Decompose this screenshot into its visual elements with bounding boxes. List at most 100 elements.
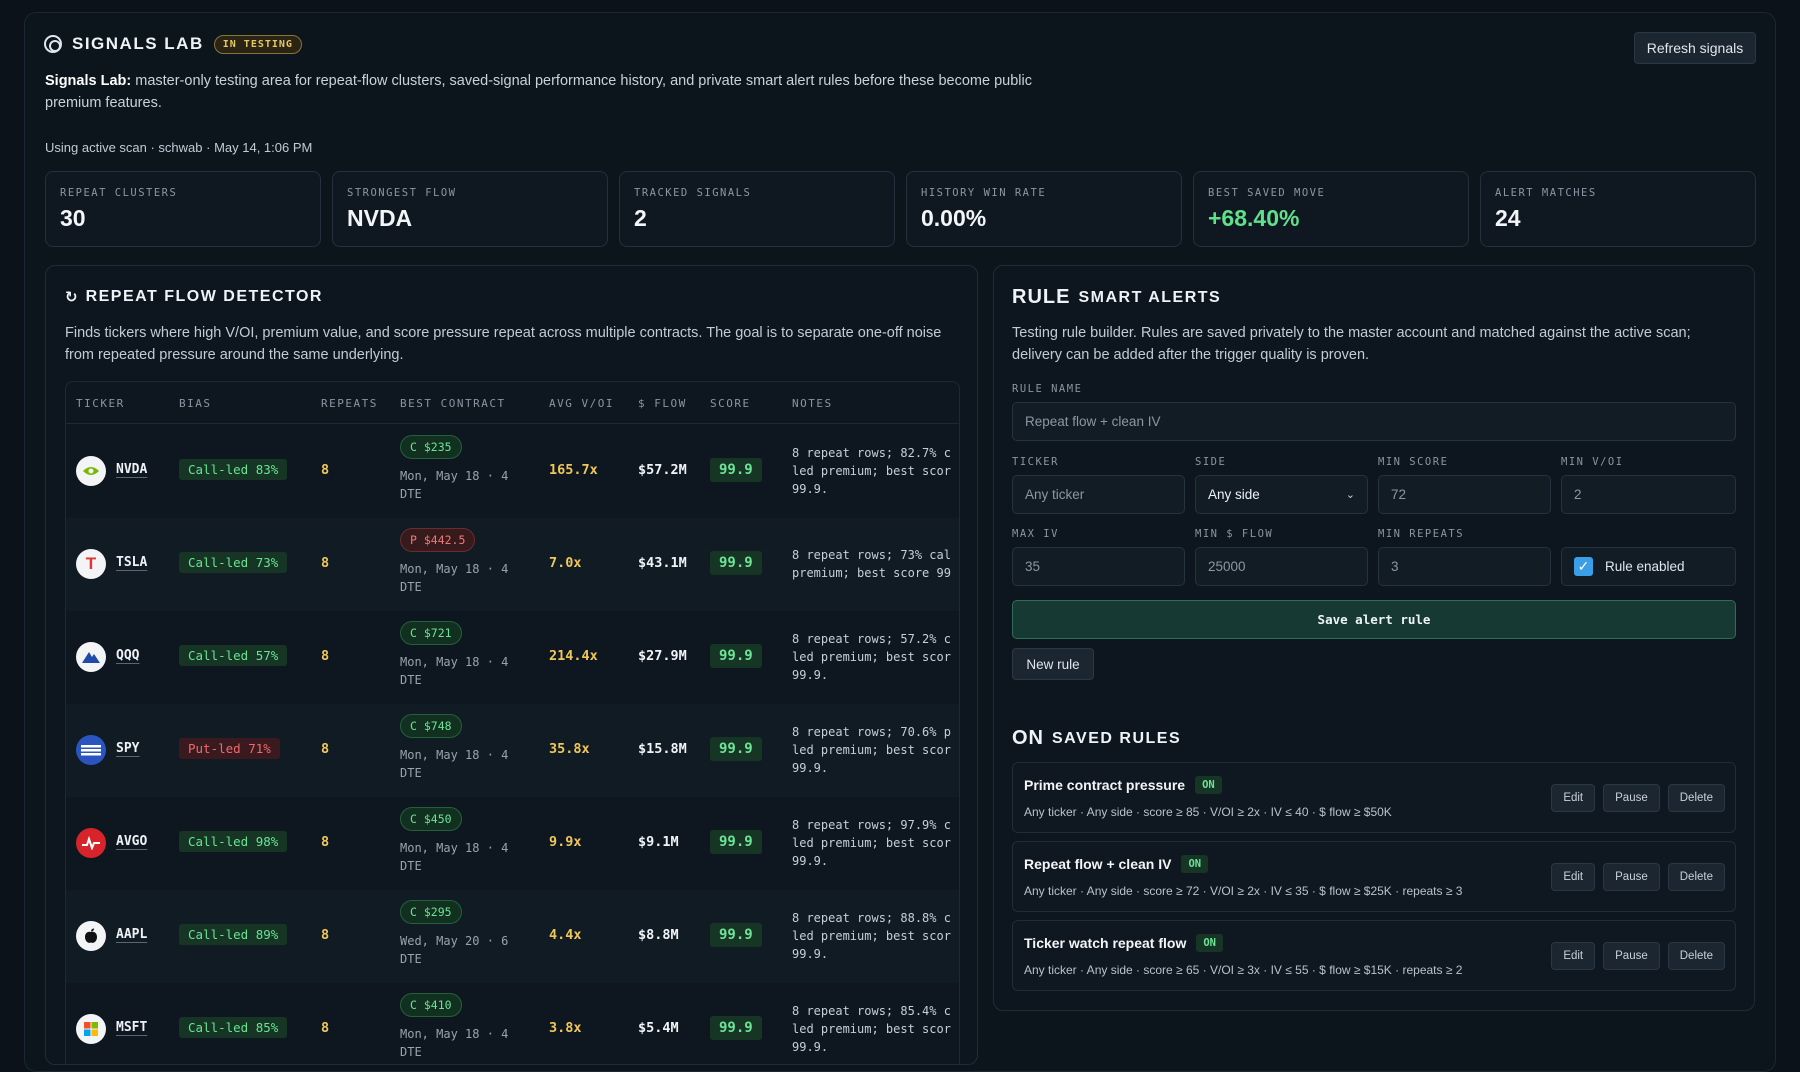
table-row[interactable]: AAPL Call-led 89% 8 C $295 Wed, May 20 ·… [66, 890, 959, 983]
repeats-value: 8 [321, 555, 330, 571]
notes-line: 8 repeat rows; 73% cal [792, 548, 951, 562]
contract-pill[interactable]: C $748 [400, 714, 462, 738]
ticker-link[interactable]: QQQ [116, 648, 140, 663]
rule-enabled-toggle[interactable]: ✓ Rule enabled [1561, 547, 1736, 586]
row-notes: 8 repeat rows; 70.6% p led premium; best … [792, 723, 959, 777]
pause-rule-button[interactable]: Pause [1603, 863, 1660, 891]
notes-line: led premium; best scor [792, 650, 951, 664]
flow-value: $27.9M [638, 648, 687, 664]
contract-pill[interactable]: C $721 [400, 621, 462, 645]
stat-value: 2 [634, 205, 647, 231]
edit-rule-button[interactable]: Edit [1551, 942, 1596, 970]
min-score-input[interactable]: 72 [1378, 475, 1551, 514]
contract-pill[interactable]: C $235 [400, 435, 462, 459]
edit-rule-button[interactable]: Edit [1551, 784, 1596, 812]
table-row[interactable]: QQQ Call-led 57% 8 C $721 Mon, May 18 · … [66, 611, 959, 704]
notes-line: 8 repeat rows; 88.8% c [792, 911, 951, 925]
rule-criteria: Any ticker · Any side · score ≥ 85 · V/O… [1024, 805, 1392, 819]
notes-line: 8 repeat rows; 57.2% c [792, 632, 951, 646]
row-notes: 8 repeat rows; 85.4% c led premium; best … [792, 1002, 959, 1056]
stat-value: 24 [1495, 205, 1521, 231]
col-best-contract[interactable]: BEST CONTRACT [400, 397, 506, 410]
col-bias[interactable]: BIAS [179, 397, 212, 410]
rule-status-badge: ON [1181, 855, 1209, 873]
table-row[interactable]: AVGO Call-led 98% 8 C $450 Mon, May 18 ·… [66, 797, 959, 890]
alerts-description: Testing rule builder. Rules are saved pr… [1012, 325, 1691, 363]
target-icon [44, 35, 62, 53]
bias-badge: Call-led 85% [179, 1017, 288, 1038]
detector-title: REPEAT FLOW DETECTOR [85, 288, 323, 305]
notes-line: led premium; best scor [792, 836, 951, 850]
ticker-link[interactable]: AAPL [116, 927, 148, 942]
broadcom-logo-icon [76, 828, 106, 858]
max-iv-input[interactable]: 35 [1012, 547, 1185, 586]
refresh-signals-button[interactable]: Refresh signals [1634, 32, 1756, 64]
checkbox-checked-icon[interactable]: ✓ [1574, 557, 1593, 576]
delete-rule-button[interactable]: Delete [1667, 863, 1725, 891]
col-ticker[interactable]: TICKER [76, 397, 125, 410]
table-row[interactable]: SPY Put-led 71% 8 C $748 Mon, May 18 · 4… [66, 704, 959, 797]
table-row[interactable]: NVDA Call-led 83% 8 C $235 Mon, May 18 ·… [66, 425, 959, 518]
side-select[interactable]: Any side ⌄ [1195, 475, 1368, 514]
delete-rule-button[interactable]: Delete [1667, 784, 1725, 812]
contract-pill[interactable]: C $410 [400, 993, 462, 1017]
stat-value: 0.00% [921, 205, 987, 231]
score-badge: 99.9 [710, 737, 762, 761]
refresh-icon: ↻ [65, 289, 78, 306]
side-label: SIDE [1195, 456, 1227, 468]
intro-text: Signals Lab: master-only testing area fo… [45, 70, 1055, 114]
table-row[interactable]: T TSLA Call-led 73% 8 P $442.5 Mon, May … [66, 518, 959, 611]
rule-criteria: Any ticker · Any side · score ≥ 65 · V/O… [1024, 963, 1463, 977]
min-flow-label: MIN $ FLOW [1195, 528, 1274, 540]
pause-rule-button[interactable]: Pause [1603, 784, 1660, 812]
ticker-link[interactable]: MSFT [116, 1020, 148, 1035]
save-alert-rule-button[interactable]: Save alert rule [1012, 600, 1736, 639]
col-score[interactable]: SCORE [710, 397, 751, 410]
min-flow-input[interactable]: 25000 [1195, 547, 1368, 586]
notes-line: 8 repeat rows; 82.7% c [792, 446, 951, 460]
smart-alerts-panel: RULE SMART ALERTS Testing rule builder. … [993, 265, 1755, 1011]
table-row[interactable]: MSFT Call-led 85% 8 C $410 Mon, May 18 ·… [66, 983, 959, 1064]
pause-rule-button[interactable]: Pause [1603, 942, 1660, 970]
new-rule-button[interactable]: New rule [1012, 648, 1094, 680]
ticker-link[interactable]: SPY [116, 741, 140, 756]
col-flow[interactable]: $ FLOW [638, 397, 687, 410]
stat-value: 30 [60, 205, 86, 231]
ticker-input[interactable]: Any ticker [1012, 475, 1185, 514]
flow-value: $8.8M [638, 927, 679, 943]
spdr-logo-icon [76, 735, 106, 765]
contract-pill[interactable]: C $295 [400, 900, 462, 924]
rule-name-input[interactable]: Repeat flow + clean IV [1012, 402, 1736, 441]
avg-voi: 214.4x [549, 648, 598, 664]
col-avg-voi[interactable]: AVG V/OI [549, 397, 614, 410]
contract-pill[interactable]: C $450 [400, 807, 462, 831]
stat-label: STRONGEST FLOW [347, 187, 457, 199]
rule-name: Prime contract pressure ON [1024, 776, 1222, 794]
avg-voi: 3.8x [549, 1020, 582, 1036]
stat-label: ALERT MATCHES [1495, 187, 1597, 199]
delete-rule-button[interactable]: Delete [1667, 942, 1725, 970]
side-select-value: Any side [1208, 487, 1260, 502]
ticker-link[interactable]: AVGO [116, 834, 148, 849]
notes-line: led premium; best scor [792, 464, 951, 478]
stat-cards: REPEAT CLUSTERS 30 STRONGEST FLOW NVDA T… [45, 171, 1756, 247]
contract-pill[interactable]: P $442.5 [400, 528, 476, 552]
rule-actions: Edit Pause Delete [1551, 942, 1725, 970]
min-voi-input[interactable]: 2 [1561, 475, 1736, 514]
saved-rules-title: SAVED RULES [1052, 729, 1182, 747]
stat-value: +68.40% [1208, 205, 1300, 231]
stat-card-strongest-flow: STRONGEST FLOW NVDA [332, 171, 608, 247]
repeats-value: 8 [321, 462, 330, 478]
rule-actions: Edit Pause Delete [1551, 863, 1725, 891]
bias-badge: Call-led 73% [179, 552, 288, 573]
repeats-value: 8 [321, 927, 330, 943]
ticker-link[interactable]: NVDA [116, 462, 148, 477]
min-repeats-input[interactable]: 3 [1378, 547, 1551, 586]
edit-rule-button[interactable]: Edit [1551, 863, 1596, 891]
section-title: ↻ REPEAT FLOW DETECTOR [65, 288, 323, 306]
flow-value: $5.4M [638, 1020, 679, 1036]
col-repeats[interactable]: REPEATS [321, 397, 378, 410]
ticker-link[interactable]: TSLA [116, 555, 148, 570]
avg-voi: 7.0x [549, 555, 582, 571]
avg-voi: 165.7x [549, 462, 598, 478]
